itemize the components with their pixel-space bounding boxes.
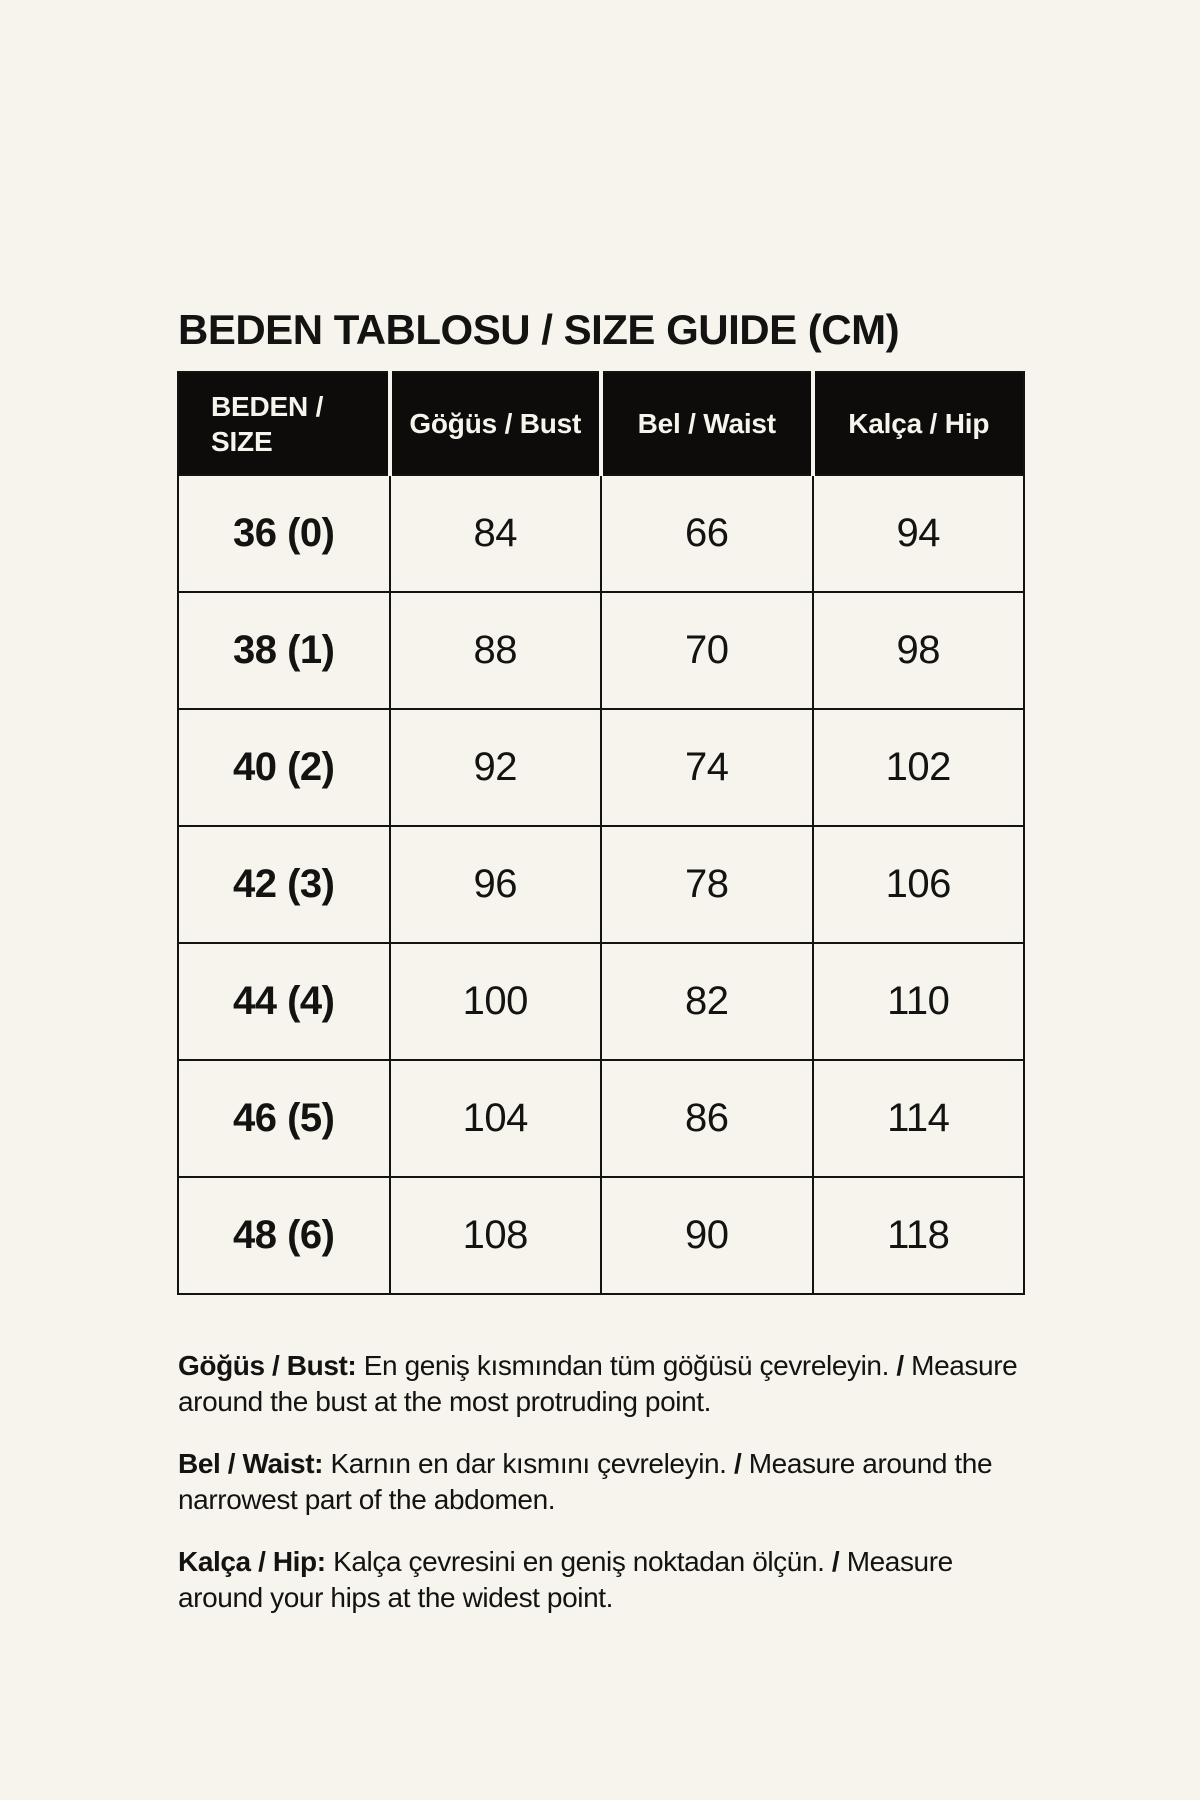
column-header-hip: Kalça / Hip [810,372,1024,475]
bust-cell: 108 [388,1176,602,1295]
table-row: 40 (2) 92 74 102 [177,708,1025,827]
note-slash: / [896,1350,904,1381]
note-slash: / [733,1448,742,1479]
header-row: BEDEN / SIZE Göğüs / Bust Bel / Waist Ka… [178,372,1024,475]
table-row: 38 (1) 88 70 98 [177,591,1025,710]
hip-cell: 118 [811,1176,1025,1295]
size-cell: 38 (1) [177,591,391,710]
size-table-header: BEDEN / SIZE Göğüs / Bust Bel / Waist Ka… [178,372,1024,475]
size-cell: 46 (5) [177,1059,391,1178]
note-turkish-text: En geniş kısmından tüm göğüsü çevreleyin… [363,1350,890,1381]
note-english-text: Measure around the bust at the most prot… [178,1350,1018,1417]
note-hip: Kalça / Hip: Kalça çevresini en geniş no… [178,1544,1040,1616]
bust-cell: 104 [388,1059,602,1178]
note-label: Göğüs / Bust: [178,1350,357,1381]
waist-cell: 78 [600,825,814,944]
note-turkish-text: Karnın en dar kısmını çevreleyin. [330,1448,727,1479]
hip-cell: 106 [811,825,1025,944]
note-english-text: Measure around the narrowest part of the… [178,1448,993,1515]
waist-cell: 82 [600,942,814,1061]
size-cell: 44 (4) [177,942,391,1061]
waist-cell: 90 [600,1176,814,1295]
note-bust: Göğüs / Bust: En geniş kısmından tüm göğ… [178,1348,1040,1420]
waist-cell: 70 [600,591,814,710]
measurement-notes: Göğüs / Bust: En geniş kısmından tüm göğ… [178,1348,1040,1642]
waist-cell: 74 [600,708,814,827]
hip-cell: 110 [811,942,1025,1061]
table-row: 46 (5) 104 86 114 [177,1059,1025,1178]
table-row: 44 (4) 100 82 110 [177,942,1025,1061]
note-english-text: Measure around your hips at the widest p… [178,1546,953,1613]
bust-cell: 84 [388,474,602,593]
table-row: 36 (0) 84 66 94 [177,474,1025,593]
hip-cell: 94 [811,474,1025,593]
hip-cell: 98 [811,591,1025,710]
page-title: BEDEN TABLOSU / SIZE GUIDE (CM) [178,306,900,354]
bust-cell: 96 [388,825,602,944]
hip-cell: 102 [811,708,1025,827]
table-row: 48 (6) 108 90 118 [177,1176,1025,1295]
note-slash: / [831,1546,840,1577]
table-row: 42 (3) 96 78 106 [177,825,1025,944]
size-cell: 40 (2) [177,708,391,827]
size-cell: 36 (0) [177,474,391,593]
note-turkish-text: Kalça çevresini en geniş noktadan ölçün. [333,1546,825,1577]
bust-cell: 92 [388,708,602,827]
note-label: Kalça / Hip: [178,1546,326,1577]
bust-cell: 100 [388,942,602,1061]
waist-cell: 66 [600,474,814,593]
note-waist: Bel / Waist: Karnın en dar kısmını çevre… [178,1446,1040,1518]
note-label: Bel / Waist: [178,1448,324,1479]
bust-cell: 88 [388,591,602,710]
column-header-size: BEDEN / SIZE [178,372,390,475]
column-header-waist: Bel / Waist [599,372,813,475]
size-table-body: 36 (0) 84 66 94 38 (1) 88 70 98 40 (2) 92 74 102 42 … [177,474,1025,1295]
size-guide-table: BEDEN / SIZE Göğüs / Bust Bel / Waist Ka… [177,371,1025,1295]
waist-cell: 86 [600,1059,814,1178]
size-cell: 42 (3) [177,825,391,944]
column-header-bust: Göğüs / Bust [387,372,601,475]
hip-cell: 114 [811,1059,1025,1178]
size-cell: 48 (6) [177,1176,391,1295]
